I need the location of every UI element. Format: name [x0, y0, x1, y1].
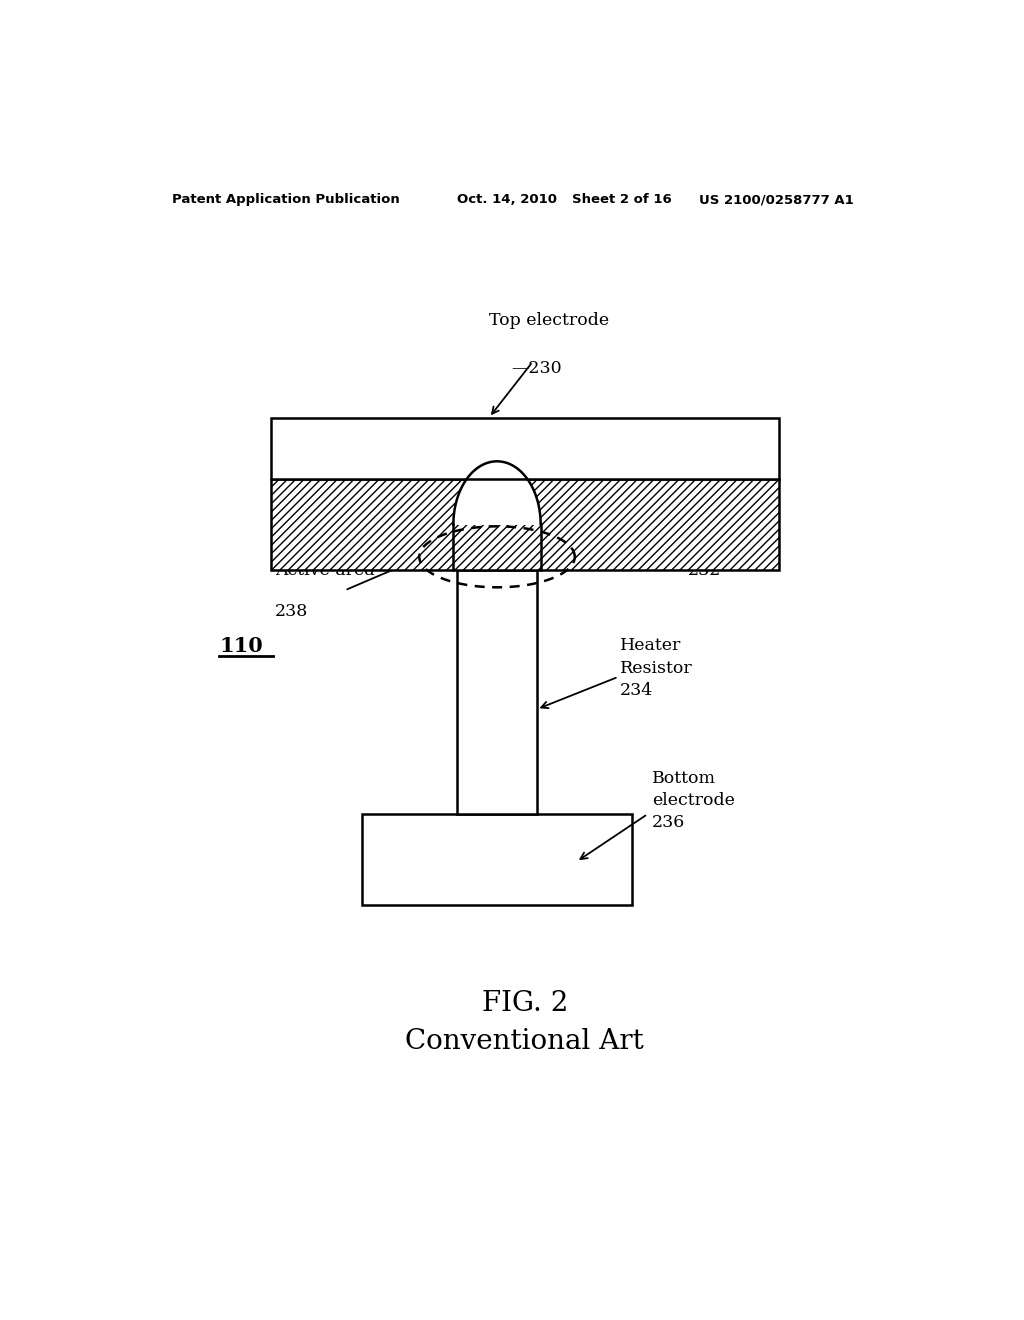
Text: Heater: Heater [620, 638, 681, 655]
Text: electrode: electrode [652, 792, 734, 809]
Text: Top electrode: Top electrode [488, 312, 608, 329]
Text: Patent Application Publication: Patent Application Publication [172, 193, 399, 206]
Text: —230: —230 [511, 359, 562, 376]
Text: Bottom: Bottom [652, 770, 716, 787]
Text: Sheet 2 of 16: Sheet 2 of 16 [572, 193, 672, 206]
Text: US 2100/0258777 A1: US 2100/0258777 A1 [699, 193, 854, 206]
Bar [270, 479, 779, 570]
Bar [270, 417, 779, 479]
Text: FIG. 2: FIG. 2 [481, 990, 568, 1018]
Text: 232: 232 [687, 562, 721, 579]
Text: 236: 236 [652, 814, 685, 832]
Text: PCM: PCM [687, 521, 730, 539]
Text: Oct. 14, 2010: Oct. 14, 2010 [458, 193, 557, 206]
Text: 110: 110 [219, 636, 263, 656]
Bar [362, 814, 632, 906]
Text: Active area: Active area [274, 562, 375, 579]
Bar [458, 570, 537, 814]
Text: Conventional Art: Conventional Art [406, 1028, 644, 1055]
Text: 234: 234 [620, 682, 653, 700]
Text: Resistor: Resistor [620, 660, 693, 677]
Polygon shape [454, 461, 541, 524]
Text: 238: 238 [274, 602, 308, 619]
